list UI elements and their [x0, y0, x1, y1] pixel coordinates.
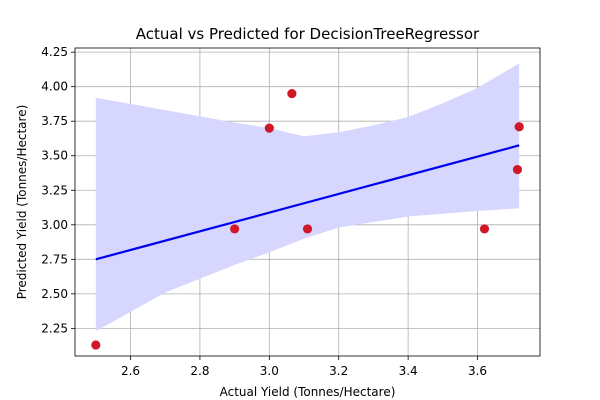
plot-frame — [74, 47, 541, 357]
x-tick-label: 3.0 — [260, 364, 279, 378]
y-axis-label: Predicted Yield (Tonnes/Hectare) — [15, 105, 29, 300]
data-point — [512, 164, 523, 175]
data-point — [302, 224, 313, 234]
data-point — [287, 88, 297, 99]
x-tick-label: 3.6 — [468, 364, 487, 378]
y-tick-label: 3.75 — [41, 114, 68, 128]
regression-line — [95, 144, 520, 261]
data-point — [230, 224, 240, 234]
data-point — [514, 122, 524, 132]
data-point — [91, 340, 101, 350]
x-axis-label: Actual Yield (Tonnes/Hectare) — [220, 385, 396, 399]
x-tick-label: 3.2 — [329, 364, 348, 378]
confidence-band-layer — [95, 63, 520, 332]
y-tick-label: 3.50 — [41, 149, 68, 163]
y-ticks: 2.25 2.50 2.75 3.00 3.25 3.50 3.75 4.00 4.25 — [41, 45, 75, 335]
points-layer — [91, 88, 524, 350]
y-tick-label: 2.25 — [41, 321, 68, 335]
y-tick-label: 3.00 — [41, 218, 68, 232]
chart-title: Actual vs Predicted for DecisionTreeRegr… — [136, 25, 480, 43]
regression-line-layer — [95, 144, 520, 261]
data-point — [264, 123, 274, 133]
y-tick-label: 4.00 — [41, 80, 68, 94]
y-tick-label: 4.25 — [41, 45, 68, 59]
x-ticks: 2.6 2.8 3.0 3.2 3.4 3.6 — [121, 356, 487, 378]
x-tick-label: 3.4 — [399, 364, 418, 378]
y-tick-label: 2.50 — [41, 287, 68, 301]
confidence-band — [95, 63, 520, 332]
y-tick-label: 2.75 — [41, 252, 68, 266]
x-tick-label: 2.6 — [121, 364, 140, 378]
x-tick-label: 2.8 — [190, 364, 209, 378]
y-tick-label: 3.25 — [41, 183, 68, 197]
data-point — [479, 224, 490, 234]
